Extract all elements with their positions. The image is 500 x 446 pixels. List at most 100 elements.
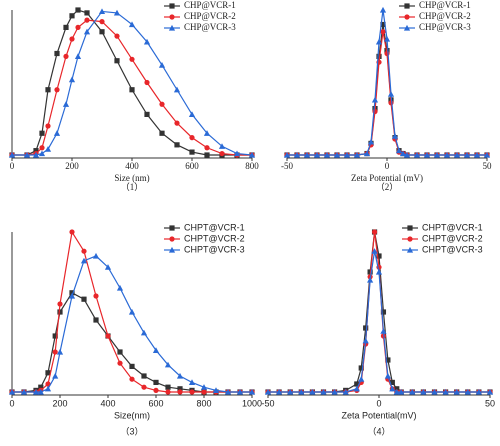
- marker: [388, 100, 394, 106]
- marker: [33, 148, 39, 154]
- x-tick-label: 400: [125, 161, 139, 171]
- marker: [104, 264, 112, 270]
- marker: [236, 388, 244, 395]
- marker: [99, 29, 105, 35]
- marker: [69, 290, 75, 296]
- marker: [463, 151, 471, 158]
- marker: [52, 349, 58, 355]
- marker: [362, 337, 369, 344]
- marker: [69, 229, 75, 235]
- marker: [129, 376, 135, 382]
- marker: [383, 35, 391, 42]
- marker: [375, 268, 383, 275]
- marker: [165, 384, 171, 390]
- marker: [398, 388, 405, 395]
- x-axis-label: Zeta Potential (mV): [351, 173, 423, 183]
- marker: [75, 7, 81, 13]
- marker: [409, 388, 416, 395]
- x-tick-label: -50: [281, 161, 293, 171]
- marker: [128, 21, 136, 28]
- marker: [420, 388, 427, 395]
- marker: [342, 388, 349, 395]
- marker: [105, 333, 111, 339]
- marker: [475, 388, 482, 395]
- marker: [380, 21, 386, 28]
- marker: [353, 385, 360, 392]
- marker: [116, 284, 124, 291]
- x-tick-label: 600: [185, 161, 199, 171]
- x-tick-label: 0: [376, 398, 381, 408]
- marker: [201, 389, 207, 395]
- x-tick-label: 800: [245, 161, 259, 171]
- marker: [276, 388, 283, 395]
- marker: [44, 146, 52, 152]
- marker: [395, 147, 403, 154]
- series-line: [12, 10, 253, 156]
- marker: [68, 76, 76, 83]
- legend-label: CHP@VCR-1: [419, 0, 471, 10]
- legend-label: CHPT@VCR-3: [422, 244, 483, 254]
- marker: [453, 388, 460, 395]
- marker: [38, 384, 44, 390]
- marker: [39, 130, 45, 136]
- x-tick-label: 400: [100, 398, 115, 408]
- marker: [189, 389, 195, 395]
- x-tick-label: 50: [483, 161, 493, 171]
- marker: [403, 24, 411, 31]
- marker: [323, 151, 331, 158]
- marker: [394, 386, 400, 392]
- marker: [200, 384, 208, 390]
- marker: [129, 363, 135, 369]
- marker: [486, 388, 494, 395]
- legend-label: CHPT@VCR-2: [422, 233, 483, 243]
- marker: [128, 308, 136, 315]
- marker: [54, 50, 60, 57]
- marker: [404, 14, 410, 20]
- legend-label: CHP@VCR-3: [184, 22, 236, 32]
- marker: [54, 87, 60, 93]
- marker: [298, 388, 305, 395]
- x-tick-label: 200: [52, 398, 67, 408]
- marker: [32, 151, 40, 158]
- marker: [313, 151, 321, 158]
- marker: [380, 309, 387, 315]
- marker: [117, 349, 123, 355]
- x-tick-label: 800: [196, 398, 211, 408]
- marker: [354, 381, 360, 387]
- marker: [423, 151, 431, 158]
- marker: [371, 229, 378, 235]
- x-axis-label: Zeta Potential(mV): [341, 410, 416, 420]
- marker: [83, 28, 91, 35]
- marker: [189, 149, 195, 155]
- marker: [358, 365, 364, 371]
- marker: [129, 87, 135, 93]
- marker: [303, 151, 311, 158]
- marker: [84, 10, 90, 16]
- marker: [158, 62, 166, 68]
- marker: [391, 133, 399, 139]
- marker: [80, 257, 88, 264]
- marker: [333, 151, 341, 158]
- marker: [140, 329, 148, 336]
- x-tick-label: 0: [9, 398, 14, 408]
- marker: [442, 388, 449, 395]
- marker: [363, 325, 369, 331]
- marker: [404, 3, 410, 9]
- legend-label: CHPT@VCR-3: [184, 244, 245, 254]
- marker: [159, 101, 165, 107]
- marker: [287, 388, 294, 395]
- caption: （4）: [367, 426, 390, 436]
- marker: [75, 24, 81, 30]
- marker: [45, 123, 51, 129]
- marker: [387, 91, 395, 97]
- marker: [224, 388, 232, 395]
- marker: [74, 53, 82, 59]
- marker: [168, 246, 176, 253]
- marker: [93, 293, 99, 299]
- marker: [69, 36, 75, 42]
- marker: [92, 252, 100, 259]
- marker: [453, 151, 461, 158]
- marker: [144, 79, 150, 86]
- x-axis-label: Size (nm): [114, 173, 149, 183]
